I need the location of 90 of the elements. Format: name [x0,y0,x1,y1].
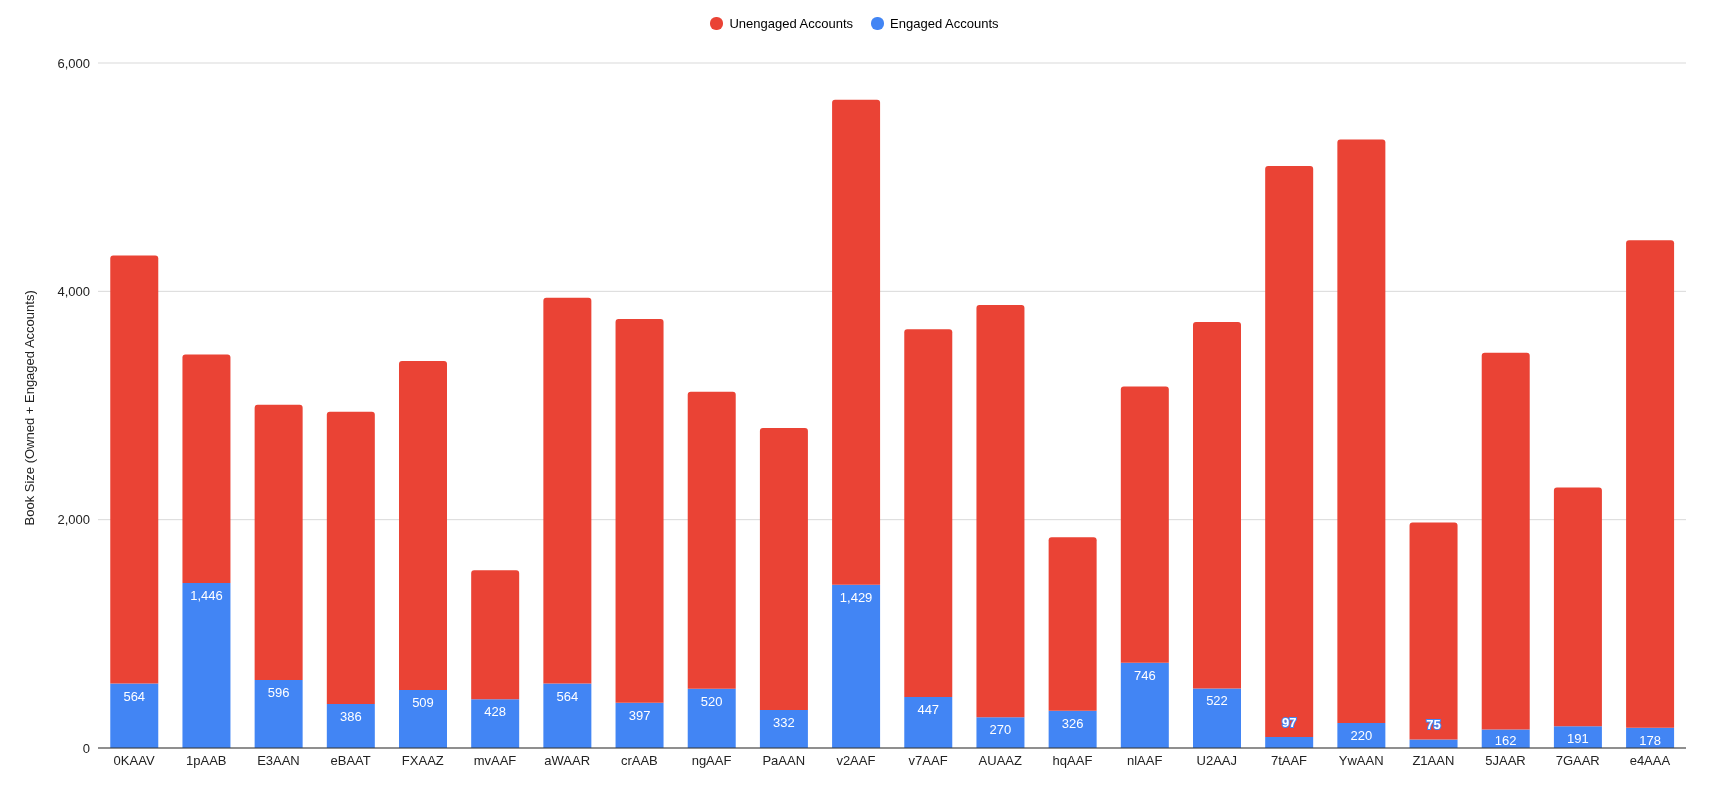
bar [904,329,953,697]
x-tick-label: 5JAAR [1485,753,1526,769]
data-label: 522 [1206,693,1228,709]
bar [110,255,159,684]
data-label: 428 [484,704,507,720]
bar [904,696,953,748]
x-tick-label: aWAAR [544,753,591,769]
bar [1626,240,1675,728]
bar [1265,166,1314,737]
data-label: 270 [989,722,1012,738]
bar [687,688,736,748]
data-label: 332 [773,715,795,731]
bar [326,703,375,748]
bar [1337,139,1386,723]
x-tick-label: 7tAAF [1270,753,1308,769]
bar [976,305,1025,718]
x-tick-label: ngAAF [691,753,732,769]
data-label: 564 [556,688,579,704]
bar [976,717,1025,748]
data-label: 162 [1494,733,1517,748]
y-tick-label: 6,000 [57,55,90,71]
x-tick-label: eBAAT [330,753,371,769]
bar [254,404,303,680]
bar [1265,736,1314,748]
bar [1409,522,1458,740]
bar [759,428,808,711]
bar [832,99,881,585]
data-label: 397 [628,707,651,723]
data-label: 520 [700,693,723,709]
x-tick-label: 7GAAR [1555,753,1600,769]
x-tick-label: U2AAJ [1196,753,1238,769]
bar [687,391,736,689]
bar [1120,662,1169,748]
x-tick-label: YwAAN [1338,753,1384,769]
x-tick-label: nlAAF [1126,753,1163,769]
bar [1048,537,1097,711]
x-tick-label: 0KAAV [113,753,155,769]
x-tick-label: AUAAZ [978,753,1022,769]
bar [254,679,303,748]
data-label: 1,429 [839,589,873,605]
bar [1193,688,1241,748]
bar [399,689,447,748]
data-label: 1,446 [190,587,223,603]
bar [1193,321,1241,689]
bar [1481,352,1530,730]
bar [399,361,447,690]
x-tick-label: crAAB [620,753,658,769]
bar [326,411,375,704]
y-tick-label: 4,000 [57,283,90,299]
data-label: 564 [123,688,146,704]
bar [543,683,592,748]
bar [832,584,881,748]
data-label: 220 [1350,727,1373,743]
y-tick-label: 0 [82,740,90,756]
bar [1553,487,1602,727]
x-tick-label: v7AAF [908,753,948,769]
bar [182,354,231,583]
x-tick-label: hqAAF [1052,753,1093,769]
data-label: 178 [1639,732,1661,748]
bar [182,582,231,748]
x-tick-label: PaAAN [762,753,806,769]
bar [759,710,808,748]
y-tick-label: 2,000 [57,512,90,528]
y-axis-title: Book Size (Owned + Engaged Accounts) [21,290,37,526]
x-tick-label: e4AAA [1629,753,1671,769]
bar [1120,386,1169,663]
data-label: 97 [1281,714,1297,730]
bar [110,683,159,748]
data-label: 746 [1133,667,1156,683]
x-tick-label: FXAAZ [401,753,444,769]
data-label: 191 [1567,731,1589,747]
bar [615,319,664,703]
x-tick-label: v2AAF [836,753,876,769]
x-tick-label: 1pAAB [186,753,227,769]
bar [615,702,664,748]
legend-label: Unengaged Accounts [729,15,854,31]
x-tick-label: Z1AAN [1412,753,1455,769]
data-label: 386 [339,708,362,724]
bar [1409,739,1458,748]
x-tick-label: mvAAF [473,753,517,769]
data-label: 596 [267,684,290,700]
legend-label: Engaged Accounts [890,15,999,31]
x-tick-label: E3AAN [257,753,300,769]
data-label: 75 [1426,717,1441,733]
data-label: 509 [412,694,434,710]
data-label: 326 [1061,715,1084,731]
bar [471,570,520,700]
data-label: 447 [917,701,940,717]
bar [471,699,520,748]
bar [543,297,592,684]
